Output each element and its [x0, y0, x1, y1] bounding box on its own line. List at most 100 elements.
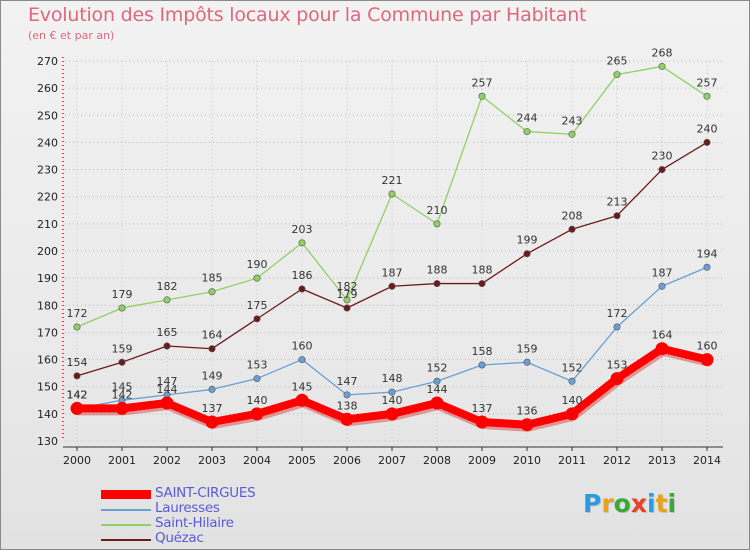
data-point-lauresses	[568, 377, 576, 385]
chart-title: Evolution des Impôts locaux pour la Comm…	[28, 4, 587, 26]
data-point-saint-hilaire	[658, 62, 666, 70]
x-tick-label: 2009	[468, 454, 496, 467]
x-tick-label: 2014	[693, 454, 721, 467]
data-label-saint-cirgues: 136	[517, 405, 538, 418]
data-label-saint-cirgues: 144	[157, 383, 178, 396]
y-tick-label: 150	[37, 381, 58, 394]
y-tick-label: 180	[37, 299, 58, 312]
y-tick-label: 270	[37, 55, 58, 68]
x-tick-label: 2005	[288, 454, 316, 467]
data-label-lauresses: 159	[517, 342, 538, 355]
data-point-quezac	[478, 280, 486, 288]
data-label-lauresses: 147	[337, 375, 358, 388]
data-point-saint-hilaire	[433, 220, 441, 228]
data-label-saint-hilaire: 221	[382, 174, 403, 187]
data-label-quezac: 208	[562, 209, 583, 222]
data-point-saint-hilaire	[163, 296, 171, 304]
data-label-lauresses: 160	[292, 340, 313, 353]
data-point-lauresses	[478, 361, 486, 369]
data-point-saint-hilaire	[388, 190, 396, 198]
x-tick-label: 2012	[603, 454, 631, 467]
y-tick-label: 260	[37, 82, 58, 95]
legend-swatch	[101, 539, 151, 541]
x-tick-label: 2000	[63, 454, 91, 467]
legend-label: Saint-Hilaire	[155, 515, 234, 531]
logo-letter: o	[613, 489, 631, 518]
legend-swatch	[101, 509, 151, 511]
data-point-lauresses	[613, 323, 621, 331]
data-label-quezac: 240	[697, 122, 718, 135]
data-label-saint-cirgues: 137	[202, 402, 223, 415]
data-point-saint-cirgues	[565, 407, 579, 421]
y-tick-label: 210	[37, 218, 58, 231]
x-tick-label: 2004	[243, 454, 271, 467]
data-label-saint-cirgues: 153	[607, 359, 628, 372]
data-point-saint-hilaire	[613, 71, 621, 79]
data-point-saint-cirgues	[340, 412, 354, 426]
data-label-saint-cirgues: 164	[652, 329, 673, 342]
data-point-saint-cirgues	[430, 396, 444, 410]
data-label-saint-hilaire: 268	[652, 46, 673, 59]
data-point-lauresses	[523, 358, 531, 366]
data-label-saint-hilaire: 257	[472, 76, 493, 89]
data-point-lauresses	[253, 375, 261, 383]
y-tick-label: 230	[37, 164, 58, 177]
data-label-saint-hilaire: 185	[202, 272, 223, 285]
data-label-lauresses: 187	[652, 266, 673, 279]
data-label-lauresses: 158	[472, 345, 493, 358]
data-label-quezac: 188	[427, 264, 448, 277]
x-tick-label: 2006	[333, 454, 361, 467]
data-point-saint-hilaire	[343, 296, 351, 304]
logo-letter: i	[647, 489, 656, 518]
x-tick-label: 2008	[423, 454, 451, 467]
data-point-saint-hilaire	[478, 92, 486, 100]
data-point-quezac	[658, 166, 666, 174]
data-point-lauresses	[208, 385, 216, 393]
data-label-lauresses: 153	[247, 359, 268, 372]
data-label-quezac: 213	[607, 196, 628, 209]
data-label-lauresses: 149	[202, 369, 223, 382]
logo-letter: P	[583, 489, 602, 518]
legend-label: Quézac	[155, 530, 204, 546]
y-tick-label: 140	[37, 408, 58, 421]
data-point-lauresses	[298, 356, 306, 364]
data-label-quezac: 188	[472, 264, 493, 277]
data-point-quezac	[73, 372, 81, 380]
data-label-lauresses: 148	[382, 372, 403, 385]
logo-letter: t	[655, 489, 668, 518]
data-point-quezac	[298, 285, 306, 293]
logo-letter: i	[667, 489, 677, 518]
data-label-quezac: 230	[652, 150, 673, 163]
data-point-quezac	[208, 345, 216, 353]
data-point-saint-hilaire	[298, 239, 306, 247]
data-point-quezac	[118, 358, 126, 366]
data-point-saint-hilaire	[118, 304, 126, 312]
data-point-saint-cirgues	[655, 342, 669, 356]
series-lines	[70, 62, 714, 432]
data-label-saint-hilaire: 243	[562, 114, 583, 127]
x-tick-label: 2010	[513, 454, 541, 467]
proxiti-logo: Proxiti	[583, 489, 676, 518]
data-label-saint-hilaire: 203	[292, 223, 313, 236]
data-label-lauresses: 172	[607, 307, 628, 320]
data-label-saint-hilaire: 190	[247, 258, 268, 271]
data-label-saint-hilaire: 244	[517, 112, 538, 125]
data-point-quezac	[703, 138, 711, 146]
data-label-saint-cirgues: 137	[472, 402, 493, 415]
data-label-quezac: 159	[112, 342, 133, 355]
x-tick-label: 2007	[378, 454, 406, 467]
data-point-saint-cirgues	[295, 393, 309, 407]
x-tick-label: 2002	[153, 454, 181, 467]
x-tick-label: 2013	[648, 454, 676, 467]
data-point-saint-cirgues	[160, 396, 174, 410]
data-label-saint-cirgues: 140	[382, 394, 403, 407]
legend-label: SAINT-CIRGUES	[155, 485, 256, 501]
data-label-saint-hilaire: 179	[112, 288, 133, 301]
data-point-saint-hilaire	[208, 288, 216, 296]
y-tick-label: 170	[37, 326, 58, 339]
data-point-quezac	[613, 212, 621, 220]
data-point-saint-cirgues	[115, 401, 129, 415]
data-label-quezac: 164	[202, 329, 223, 342]
data-label-quezac: 165	[157, 326, 178, 339]
